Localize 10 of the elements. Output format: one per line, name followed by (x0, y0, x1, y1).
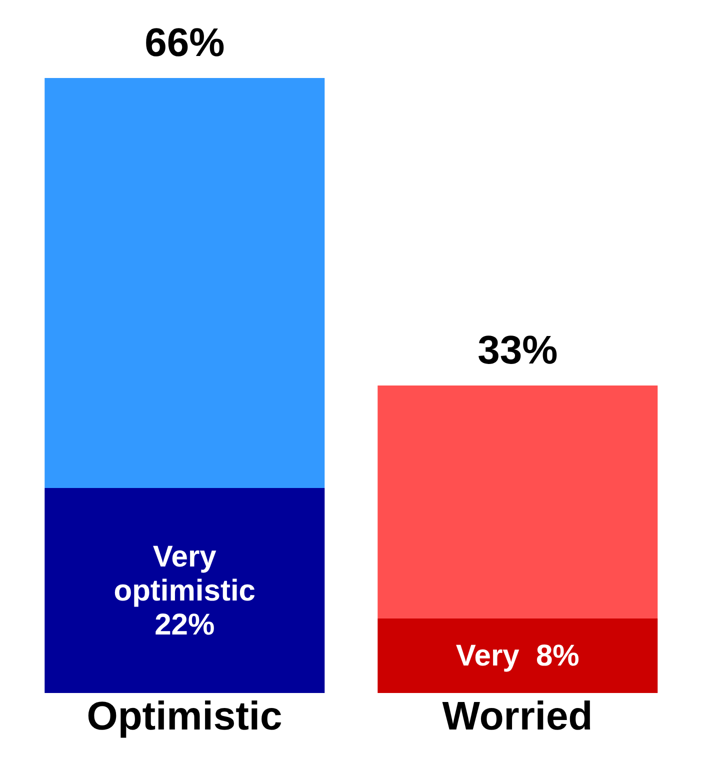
x-tick-label: Worried (442, 694, 593, 738)
data-label: Very 8% (456, 639, 580, 672)
total-label: 33% (478, 328, 558, 372)
total-label: 66% (144, 21, 225, 65)
bar (44, 78, 325, 488)
bar (378, 386, 658, 618)
bar (44, 488, 325, 693)
bar (378, 618, 658, 693)
x-tick-label: Optimistic (86, 694, 282, 738)
data-label: Very optimistic 22% (114, 540, 256, 641)
